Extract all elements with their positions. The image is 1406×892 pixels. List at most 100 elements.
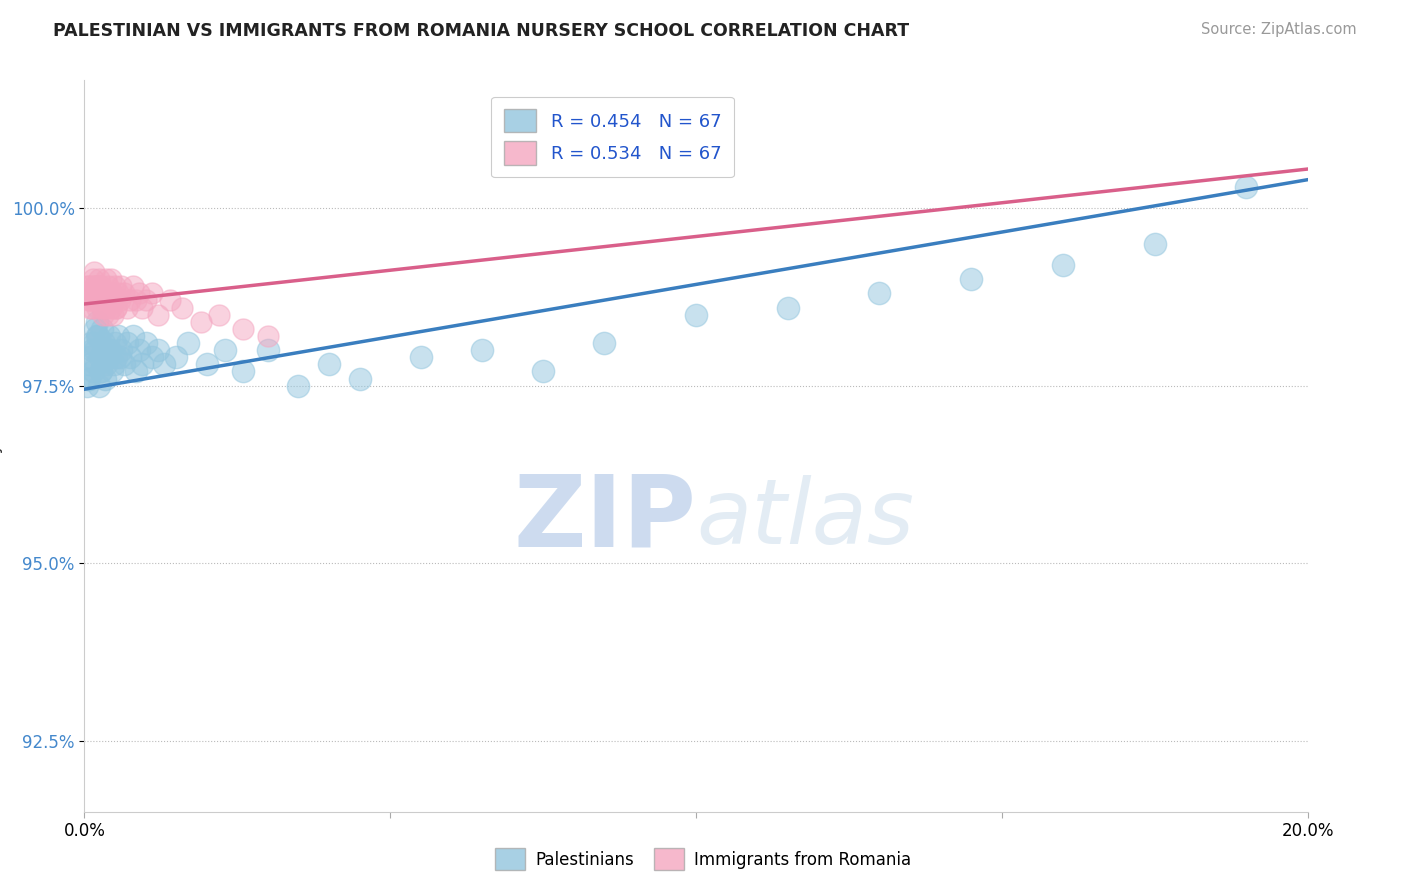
Point bbox=[146, 343, 169, 358]
Point bbox=[100, 301, 122, 315]
Point bbox=[409, 350, 432, 364]
Point bbox=[87, 286, 110, 301]
Point bbox=[91, 293, 114, 308]
Point bbox=[960, 272, 983, 286]
Point bbox=[97, 279, 120, 293]
Legend: Palestinians, Immigrants from Romania: Palestinians, Immigrants from Romania bbox=[488, 842, 918, 877]
Point bbox=[107, 286, 129, 301]
Point bbox=[165, 350, 187, 364]
Point bbox=[83, 293, 105, 308]
Point bbox=[80, 343, 103, 358]
Point bbox=[125, 293, 148, 308]
Point bbox=[104, 336, 127, 351]
Point bbox=[96, 272, 118, 286]
Point bbox=[531, 364, 554, 378]
Point bbox=[84, 357, 107, 371]
Point bbox=[120, 293, 142, 308]
Point bbox=[80, 286, 103, 301]
Point bbox=[93, 336, 115, 351]
Point bbox=[86, 315, 108, 329]
Point bbox=[79, 350, 101, 364]
Point bbox=[82, 301, 104, 315]
Point bbox=[685, 308, 707, 322]
Point bbox=[128, 286, 150, 301]
Point bbox=[97, 329, 120, 343]
Point bbox=[80, 336, 103, 351]
Point bbox=[91, 308, 114, 322]
Point bbox=[77, 371, 100, 385]
Point bbox=[131, 301, 153, 315]
Point bbox=[104, 279, 127, 293]
Point bbox=[105, 301, 128, 315]
Point bbox=[125, 364, 148, 378]
Point bbox=[91, 301, 114, 315]
Point bbox=[101, 286, 124, 301]
Point bbox=[84, 322, 107, 336]
Point bbox=[98, 286, 121, 301]
Point bbox=[97, 308, 120, 322]
Point bbox=[141, 286, 163, 301]
Point bbox=[1236, 179, 1258, 194]
Point bbox=[100, 272, 122, 286]
Point bbox=[172, 301, 194, 315]
Point bbox=[257, 329, 280, 343]
Point bbox=[1143, 236, 1166, 251]
Point bbox=[83, 279, 105, 293]
Point bbox=[77, 279, 100, 293]
Point bbox=[87, 272, 110, 286]
Point bbox=[177, 336, 200, 351]
Point bbox=[318, 357, 340, 371]
Point bbox=[83, 265, 105, 279]
Point bbox=[103, 293, 125, 308]
Y-axis label: Nursery School: Nursery School bbox=[0, 383, 3, 509]
Text: PALESTINIAN VS IMMIGRANTS FROM ROMANIA NURSERY SCHOOL CORRELATION CHART: PALESTINIAN VS IMMIGRANTS FROM ROMANIA N… bbox=[53, 22, 910, 40]
Point bbox=[146, 308, 169, 322]
Point bbox=[153, 357, 176, 371]
Point bbox=[87, 329, 110, 343]
Point bbox=[115, 336, 138, 351]
Point bbox=[77, 279, 100, 293]
Point bbox=[214, 343, 236, 358]
Point bbox=[90, 364, 112, 378]
Point bbox=[83, 343, 105, 358]
Point bbox=[108, 350, 131, 364]
Point bbox=[87, 378, 110, 392]
Point bbox=[94, 301, 117, 315]
Point bbox=[190, 315, 212, 329]
Point bbox=[91, 322, 114, 336]
Point bbox=[77, 293, 100, 308]
Point bbox=[84, 286, 107, 301]
Point bbox=[104, 301, 127, 315]
Point bbox=[89, 286, 111, 301]
Point bbox=[232, 364, 254, 378]
Point bbox=[101, 364, 124, 378]
Point bbox=[94, 357, 117, 371]
Point bbox=[96, 350, 118, 364]
Point bbox=[84, 279, 107, 293]
Point bbox=[79, 293, 101, 308]
Text: ZIP: ZIP bbox=[513, 471, 696, 567]
Point bbox=[89, 293, 111, 308]
Point bbox=[90, 279, 112, 293]
Point bbox=[101, 308, 124, 322]
Point bbox=[97, 343, 120, 358]
Point bbox=[91, 343, 114, 358]
Point bbox=[79, 301, 101, 315]
Text: atlas: atlas bbox=[696, 475, 914, 563]
Point bbox=[90, 286, 112, 301]
Point bbox=[98, 293, 121, 308]
Point bbox=[108, 293, 131, 308]
Point bbox=[122, 329, 145, 343]
Point bbox=[103, 357, 125, 371]
Point bbox=[86, 329, 108, 343]
Point bbox=[112, 286, 135, 301]
Point bbox=[89, 350, 111, 364]
Point bbox=[112, 357, 135, 371]
Point bbox=[471, 343, 494, 358]
Point bbox=[115, 301, 138, 315]
Point bbox=[94, 286, 117, 301]
Point bbox=[110, 343, 132, 358]
Point bbox=[869, 286, 891, 301]
Text: Source: ZipAtlas.com: Source: ZipAtlas.com bbox=[1201, 22, 1357, 37]
Point bbox=[86, 301, 108, 315]
